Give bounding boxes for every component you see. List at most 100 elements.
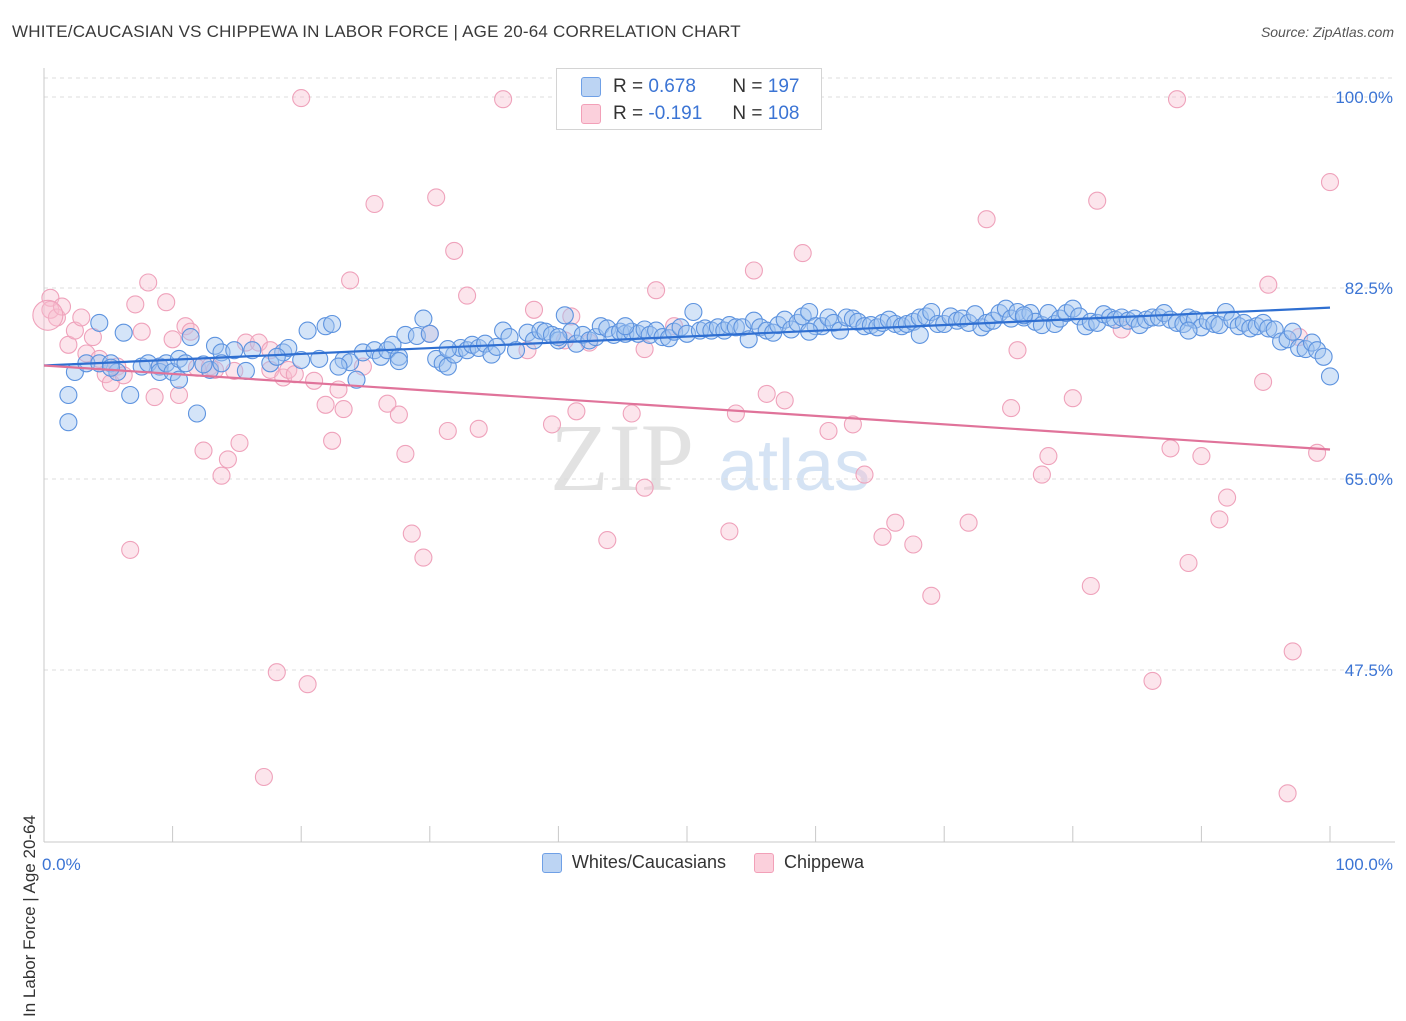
watermark-atlas: atlas <box>718 426 870 506</box>
chart-title: WHITE/CAUCASIAN VS CHIPPEWA IN LABOR FOR… <box>12 22 741 41</box>
chippewa-point-107 <box>1254 372 1273 391</box>
y-tick-label-1: 82.5% <box>1345 279 1393 298</box>
chippewa-point-38 <box>267 663 286 682</box>
chippewa-point-26 <box>194 441 213 460</box>
chippewa-point-83 <box>819 421 838 441</box>
white-point-18 <box>176 354 195 373</box>
y-tick-label-3: 47.5% <box>1345 661 1393 680</box>
chippewa-point-65 <box>524 300 544 319</box>
white-point-171 <box>1185 310 1205 329</box>
white-point-205 <box>389 352 408 371</box>
chippewa-point-59 <box>438 421 457 441</box>
chippewa-point-94 <box>1032 465 1051 484</box>
white-point-9 <box>121 385 140 405</box>
white-point-114 <box>837 308 856 327</box>
chippewa-point-78 <box>726 404 745 423</box>
white-point-187 <box>1283 322 1302 341</box>
chippewa-point-56 <box>414 548 433 567</box>
chippewa-point-97 <box>1081 576 1100 596</box>
chippewa-point-72 <box>622 404 641 423</box>
white-point-5 <box>90 313 109 332</box>
watermark-zip: ZIP <box>550 404 694 511</box>
chippewa-point-63 <box>494 90 513 109</box>
chippewa-point-92 <box>1002 399 1021 418</box>
chippewa-swatch <box>581 104 601 124</box>
white-point-117 <box>855 317 874 336</box>
chippewa-point-86 <box>873 527 892 546</box>
chippewa-point-29 <box>212 466 231 485</box>
white-point-99 <box>744 311 763 330</box>
chippewa-point-44 <box>305 371 324 390</box>
chippewa-point-106 <box>1218 488 1237 507</box>
white-point-74 <box>591 317 610 336</box>
white-point-138 <box>984 311 1003 330</box>
white-point-47 <box>414 309 433 328</box>
legend-n-label-white: N = <box>732 76 763 97</box>
white-point-22 <box>205 336 225 355</box>
legend-r-white: 0.678 <box>648 76 696 97</box>
chippewa-legend-swatch <box>754 852 774 873</box>
chippewa-point-66 <box>542 415 562 434</box>
white-point-48 <box>420 324 439 343</box>
chippewa-point-85 <box>855 465 874 484</box>
white-point-96 <box>726 318 745 337</box>
white-point-68 <box>555 306 574 325</box>
axes <box>43 68 1395 843</box>
white-point-31 <box>292 350 311 370</box>
white-point-200 <box>1179 321 1198 340</box>
white-point-24 <box>212 354 231 373</box>
stats-legend: R = 0.678 N = 197 R = -0.191 N = 108 <box>556 68 822 130</box>
chippewa-point-103 <box>1179 553 1198 573</box>
chippewa-point-81 <box>775 391 794 410</box>
chippewa-point-75 <box>647 281 666 300</box>
chippewa-point-105 <box>1210 510 1229 529</box>
x-tick-label-0: 0.0% <box>42 855 81 874</box>
chippewa-point-96 <box>1063 389 1082 408</box>
white-trend-line <box>43 306 1331 367</box>
chippewa-point-49 <box>341 271 360 290</box>
chippewa-point-15 <box>126 295 145 314</box>
chippewa-point-73 <box>635 340 654 359</box>
chippewa-point-108 <box>1259 275 1278 294</box>
chippewa-point-43 <box>298 675 317 694</box>
white-point-32 <box>298 321 317 340</box>
white-point-183 <box>1259 319 1278 338</box>
chippewa-point-55 <box>402 524 421 543</box>
white-point-8 <box>114 323 133 342</box>
chippewa-point-62 <box>469 419 488 438</box>
legend-item-white: Whites/Caucasians <box>541 852 726 873</box>
chippewa-point-large <box>32 299 64 331</box>
chippewa-point-24 <box>181 322 200 341</box>
white-point-203 <box>910 325 929 344</box>
white-point-111 <box>819 308 838 327</box>
chippewa-point-104 <box>1192 447 1211 466</box>
white-point-35 <box>323 314 342 334</box>
chippewa-point-45 <box>316 395 335 414</box>
white-point-178 <box>1229 317 1248 336</box>
white-point-20 <box>187 404 207 423</box>
white-point-44 <box>389 347 408 366</box>
white-point-34 <box>316 317 335 336</box>
white-point-192 <box>1314 347 1333 366</box>
chippewa-point-61 <box>458 286 477 305</box>
chippewa-point-82 <box>793 244 812 263</box>
white-swatch <box>581 77 601 97</box>
chippewa-point-110 <box>1283 642 1302 661</box>
white-point-185 <box>1272 332 1291 351</box>
chippewa-point-100 <box>1143 671 1162 690</box>
white-point-147 <box>1039 304 1058 323</box>
chippewa-point-84 <box>843 415 862 434</box>
white-point-1 <box>59 413 78 432</box>
chippewa-point-93 <box>1008 341 1027 360</box>
y-tick-label-0: 100.0% <box>1335 88 1393 107</box>
white-point-57 <box>476 334 495 353</box>
white-point-105 <box>782 320 801 339</box>
chippewa-point-22 <box>169 385 189 405</box>
white-point-204 <box>267 347 286 366</box>
chippewa-point-51 <box>365 194 384 214</box>
chippewa-point-6 <box>72 308 91 327</box>
x-tick-label-1: 100.0% <box>1335 855 1393 874</box>
white-point-78 <box>616 324 635 343</box>
chippewa-point-90 <box>959 513 978 532</box>
chippewa-point-98 <box>1088 191 1107 210</box>
